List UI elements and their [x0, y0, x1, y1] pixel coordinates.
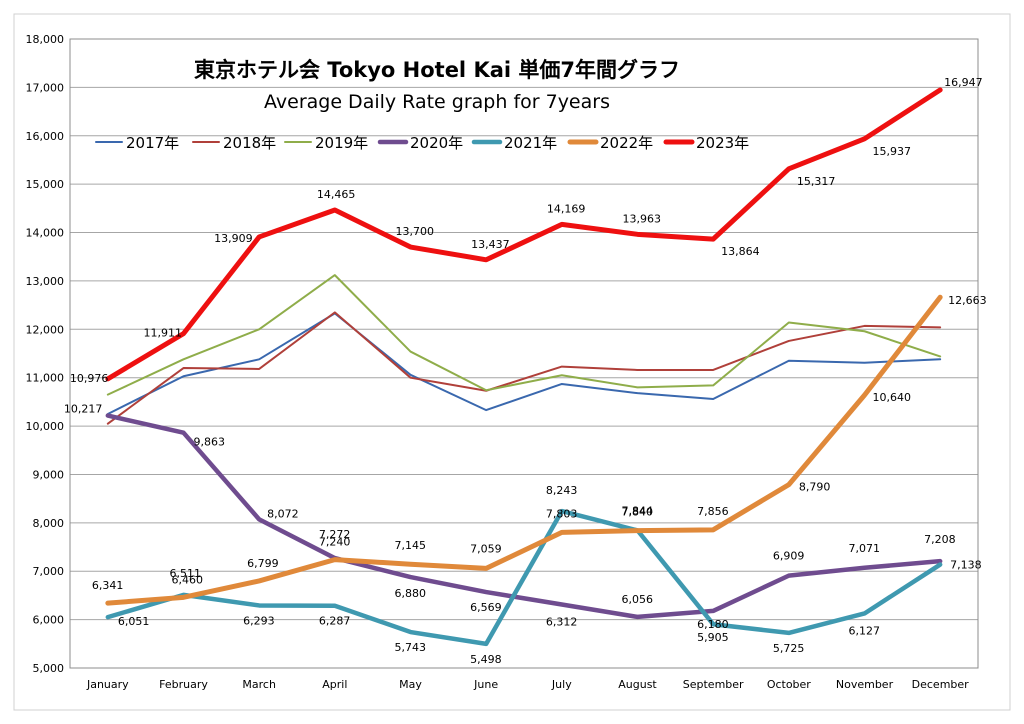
chart-border	[13, 13, 1011, 711]
y-tick-label: 13,000	[26, 275, 65, 288]
data-label-2020年: 7,071	[849, 542, 881, 555]
data-label-2023年: 13,864	[721, 245, 760, 258]
series-lines	[105, 87, 943, 647]
data-label-2020年: 6,312	[546, 616, 578, 629]
legend: 2017年 2018年 2019年 2020年 2021年 2022年 2023年	[95, 134, 749, 152]
data-label-2021年: 5,498	[470, 653, 502, 666]
x-tick-label: July	[551, 678, 572, 691]
data-label-2023年: 16,947	[944, 76, 983, 89]
y-tick-label: 6,000	[33, 614, 65, 627]
data-label-2020年: 8,072	[267, 507, 299, 520]
data-label-2022年: 8,790	[799, 481, 831, 494]
series-line-2019年	[106, 274, 942, 396]
data-label-2023年: 15,317	[797, 175, 836, 188]
y-tick-label: 18,000	[26, 33, 65, 46]
y-tick-label: 12,000	[26, 323, 65, 336]
data-label-2023年: 14,169	[547, 202, 586, 215]
data-label-2023年: 15,937	[873, 145, 912, 158]
x-tick-label: June	[473, 678, 498, 691]
data-label-2020年: 7,208	[924, 533, 956, 546]
x-tick-label: November	[836, 678, 894, 691]
data-label-2022年: 7,059	[470, 542, 502, 555]
legend-label-2022年: 2022年	[600, 134, 653, 152]
data-label-2021年: 7,138	[950, 559, 982, 572]
data-label-2021年: 5,743	[395, 641, 427, 654]
data-label-2021年: 6,051	[118, 615, 150, 628]
legend-label-2020年: 2020年	[410, 134, 463, 152]
data-label-2021年: 6,293	[243, 614, 275, 627]
plot-area	[69, 38, 979, 669]
legend-label-2023年: 2023年	[696, 134, 749, 152]
data-label-2021年: 7,844	[622, 504, 654, 517]
y-tick-label: 10,000	[26, 420, 65, 433]
x-tick-label: September	[683, 678, 744, 691]
x-tick-label: February	[159, 678, 208, 691]
y-tick-label: 14,000	[26, 227, 65, 240]
data-label-2023年: 13,700	[396, 225, 435, 238]
legend-label-2021年: 2021年	[504, 134, 557, 152]
data-label-2023年: 14,465	[317, 188, 356, 201]
data-label-2022年: 6,460	[172, 573, 204, 586]
y-tick-label: 5,000	[33, 662, 65, 675]
data-label-2021年: 6,287	[319, 615, 351, 628]
data-label-2022年: 7,840	[622, 506, 654, 519]
legend-label-2019年: 2019年	[315, 134, 368, 152]
series-line-2022年	[105, 294, 943, 606]
data-label-2020年: 6,909	[773, 550, 805, 563]
data-label-2022年: 7,856	[697, 505, 729, 518]
data-labels: 10,217 9,863 8,072 7,272 6,880 6,569 6,312 6,05…	[64, 76, 987, 666]
legend-label-2017年: 2017年	[126, 134, 179, 152]
y-tick-label: 17,000	[26, 81, 65, 94]
legend-label-2018年: 2018年	[223, 134, 276, 152]
data-label-2023年: 10,976	[70, 372, 109, 385]
data-label-2023年: 13,963	[623, 212, 662, 225]
data-label-2021年: 8,243	[546, 484, 578, 497]
data-label-2021年: 5,905	[697, 631, 729, 644]
x-tick-label: October	[767, 678, 811, 691]
data-label-2022年: 7,145	[395, 539, 427, 552]
series-line-2017年	[106, 312, 942, 415]
data-label-2020年: 6,569	[470, 601, 502, 614]
x-tick-label: April	[322, 678, 347, 691]
axes: 5,000 6,000 7,000 8,000 9,000 10,000 11,000 12,…	[26, 33, 979, 691]
series-line-2020年	[105, 413, 943, 620]
series-line-2021年	[105, 508, 943, 647]
data-label-2020年: 6,056	[622, 593, 654, 606]
data-label-2023年: 13,909	[214, 232, 253, 245]
data-label-2022年: 7,240	[319, 536, 351, 549]
data-label-2020年: 10,217	[64, 403, 102, 416]
data-label-2020年: 7,272	[319, 528, 351, 541]
data-label-2022年: 7,803	[546, 507, 578, 520]
y-tick-label: 11,000	[26, 372, 65, 385]
data-label-2020年: 6,180	[697, 618, 729, 631]
x-tick-label: December	[912, 678, 970, 691]
data-label-2020年: 6,880	[395, 587, 427, 600]
x-tick-label: August	[618, 678, 657, 691]
data-label-2022年: 12,663	[948, 294, 987, 307]
x-tick-label: January	[86, 678, 129, 691]
data-label-2021年: 6,127	[849, 624, 881, 637]
y-tick-label: 9,000	[33, 468, 65, 481]
data-label-2021年: 6,511	[170, 567, 202, 580]
series-line-2018年	[106, 311, 942, 425]
chart-subtitle: Average Daily Rate graph for 7years	[264, 91, 610, 113]
data-label-2023年: 11,911	[144, 327, 183, 340]
data-label-2020年: 9,863	[194, 436, 226, 449]
y-tick-label: 8,000	[33, 517, 65, 530]
y-tick-label: 7,000	[33, 565, 65, 578]
chart-title: 東京ホテル会 Tokyo Hotel Kai 単価7年間グラフ	[194, 58, 680, 82]
data-label-2022年: 10,640	[873, 391, 912, 404]
x-tick-label: March	[242, 678, 276, 691]
y-tick-label: 16,000	[26, 130, 65, 143]
x-tick-label: May	[399, 678, 422, 691]
series-line-2023年	[105, 87, 943, 382]
data-label-2023年: 13,437	[471, 238, 510, 251]
data-label-2022年: 6,341	[92, 579, 124, 592]
data-label-2022年: 6,799	[247, 557, 279, 570]
y-tick-label: 15,000	[26, 178, 65, 191]
data-label-2021年: 5,725	[773, 642, 805, 655]
